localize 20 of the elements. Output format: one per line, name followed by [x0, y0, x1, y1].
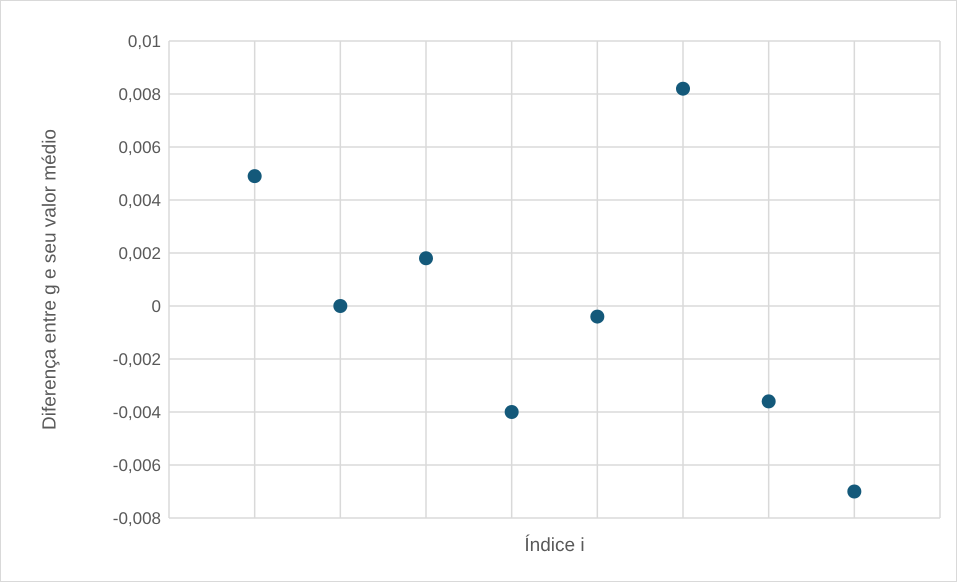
y-tick-label: 0,01 — [128, 32, 161, 52]
point — [676, 82, 690, 96]
point — [333, 299, 348, 313]
y-axis-title: Diferença entre g e seu valor médio — [40, 129, 61, 430]
x-axis-title: Índice i — [524, 534, 585, 556]
y-tick-label: 0,008 — [118, 85, 161, 104]
point — [762, 394, 776, 408]
y-tick-label: 0 — [152, 297, 161, 316]
y-tick-label: -0,002 — [112, 350, 161, 370]
y-tick-label: 0,004 — [118, 191, 161, 210]
y-tick-label: 0,002 — [118, 244, 161, 264]
point — [504, 405, 519, 419]
y-tick-label: -0,004 — [112, 403, 161, 422]
y-tick-label: -0,008 — [112, 509, 161, 528]
point — [248, 169, 262, 184]
y-tick-label: -0,006 — [112, 456, 161, 476]
point — [419, 251, 433, 266]
y-tick-label: 0,006 — [118, 138, 161, 158]
point — [590, 310, 604, 324]
point — [847, 484, 862, 498]
